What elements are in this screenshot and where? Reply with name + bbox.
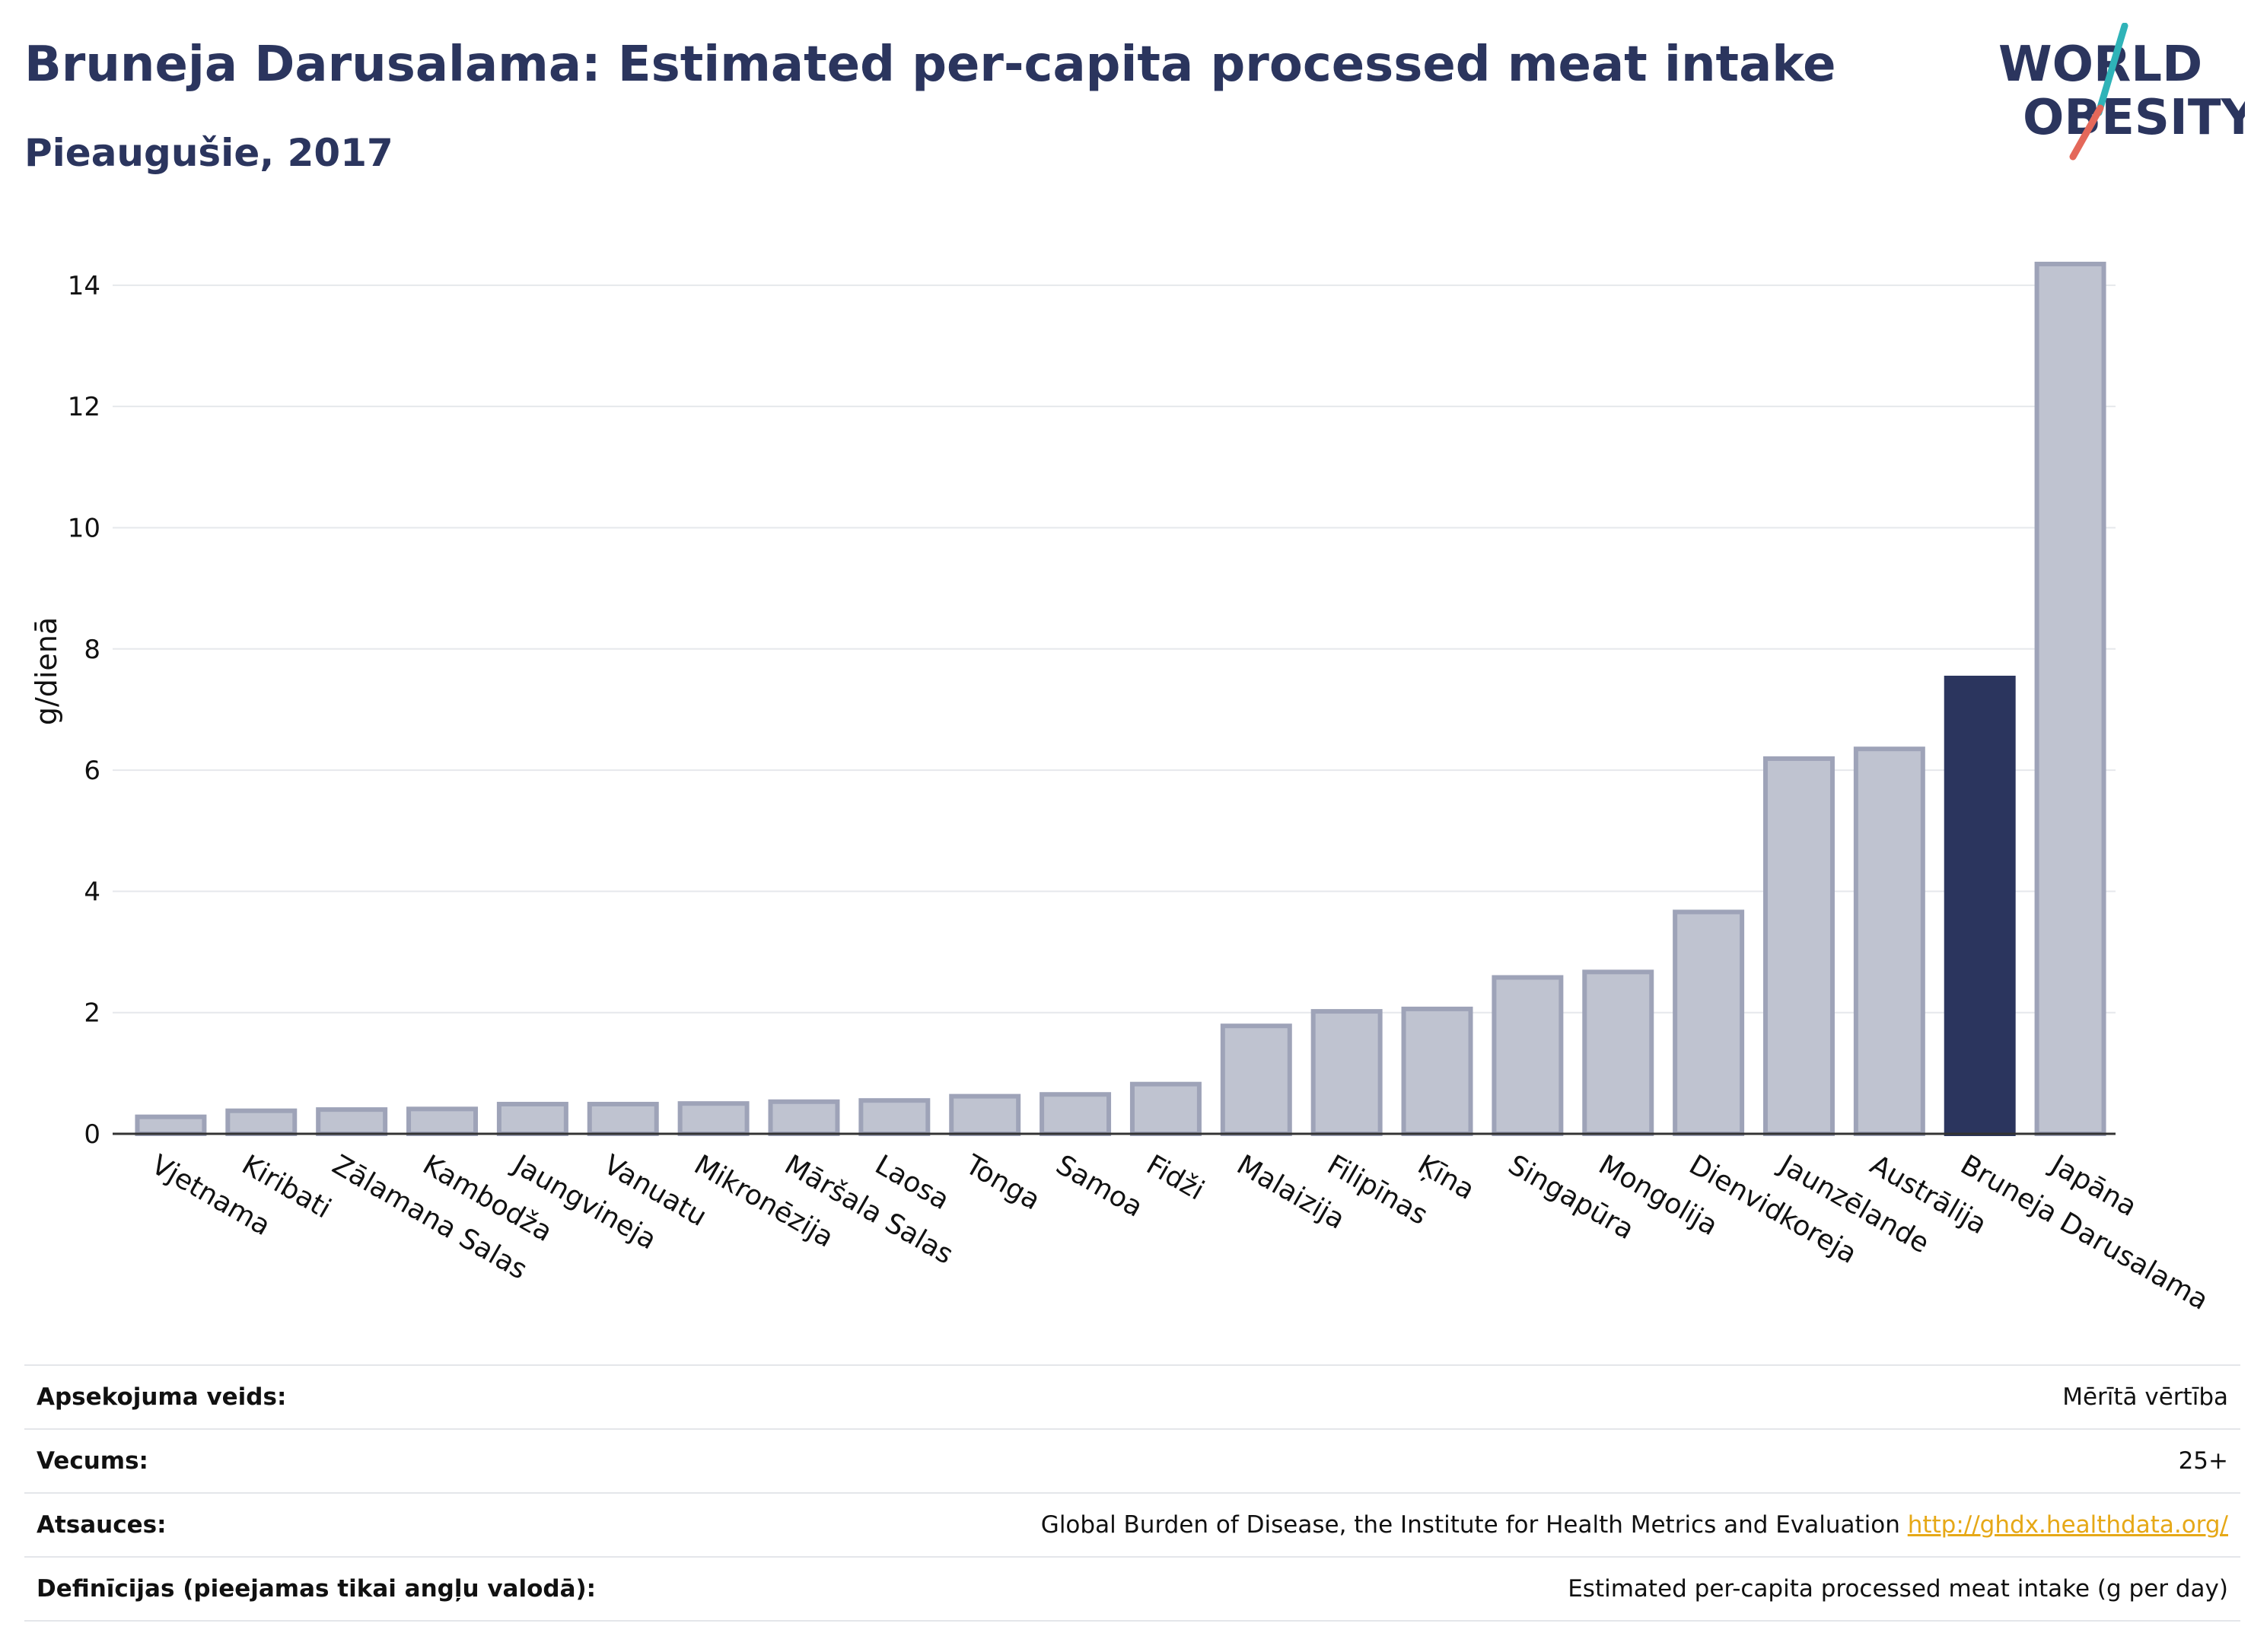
info-label: Vecums: bbox=[37, 1447, 148, 1475]
bar-5 bbox=[587, 1101, 659, 1137]
bar-7 bbox=[768, 1099, 840, 1136]
bar-13 bbox=[1310, 1009, 1383, 1136]
bar-16 bbox=[1582, 969, 1654, 1136]
bar-10 bbox=[1040, 1092, 1112, 1136]
y-tick-label: 10 bbox=[68, 513, 100, 543]
info-label: Definīcijas (pieejamas tikai angļu valod… bbox=[37, 1575, 597, 1603]
info-value-text: 25+ bbox=[2178, 1447, 2228, 1475]
y-tick-label: 8 bbox=[84, 635, 100, 665]
y-tick-label: 14 bbox=[68, 271, 100, 301]
chart-subtitle: Pieaugušie, 2017 bbox=[24, 131, 393, 175]
info-table: Apsekojuma veids: Mērītā vērtība Vecums: 25… bbox=[24, 1364, 2240, 1622]
source-link[interactable]: http://ghdx.healthdata.org/ bbox=[1907, 1511, 2228, 1539]
info-row: Atsauces: Global Burden of Disease, the I… bbox=[24, 1492, 2240, 1556]
bar-14 bbox=[1401, 1006, 1473, 1137]
info-row: Apsekojuma veids: Mērītā vērtība bbox=[24, 1364, 2240, 1428]
bar-19 bbox=[1853, 746, 1925, 1136]
bar-18 bbox=[1762, 756, 1835, 1137]
y-tick-label: 6 bbox=[84, 756, 100, 786]
logo-text-world: WORLD bbox=[1998, 37, 2202, 93]
bar-6 bbox=[677, 1101, 750, 1136]
bar-9 bbox=[949, 1093, 1021, 1136]
bars bbox=[135, 261, 2106, 1137]
info-value: Mērītā vērtība bbox=[2062, 1383, 2240, 1411]
y-tick-label: 0 bbox=[84, 1119, 100, 1150]
bar-8 bbox=[858, 1098, 931, 1137]
y-tick-label: 2 bbox=[84, 998, 100, 1029]
info-row: Vecums: 25+ bbox=[24, 1428, 2240, 1492]
info-label: Apsekojuma veids: bbox=[37, 1383, 287, 1411]
bar-1 bbox=[225, 1108, 298, 1137]
bar-4 bbox=[496, 1101, 568, 1137]
y-axis-label: g/dienā bbox=[30, 617, 63, 725]
bar-3 bbox=[406, 1106, 479, 1137]
y-tick-label: 4 bbox=[84, 877, 100, 907]
info-value: Estimated per-capita processed meat inta… bbox=[1568, 1575, 2240, 1603]
logo-slash-teal bbox=[2095, 23, 2128, 116]
info-value: 25+ bbox=[2179, 1447, 2240, 1475]
bar-20 bbox=[1944, 675, 2016, 1136]
bar-0 bbox=[135, 1114, 207, 1136]
bar-2 bbox=[316, 1107, 388, 1137]
x-tick-label: Tonga bbox=[960, 1149, 1046, 1217]
bar-17 bbox=[1673, 909, 1745, 1136]
chart-title: Bruneja Darusalama: Estimated per-capita… bbox=[24, 37, 1836, 93]
x-tick-label: Samoa bbox=[1051, 1149, 1148, 1224]
info-value: Global Burden of Disease, the Institute … bbox=[1041, 1511, 2240, 1539]
x-tick-label: Fidži bbox=[1141, 1149, 1209, 1206]
logo-slash-coral bbox=[2069, 104, 2104, 161]
info-row: Definīcijas (pieejamas tikai angļu valod… bbox=[24, 1556, 2240, 1622]
bar-15 bbox=[1492, 975, 1564, 1136]
info-value-text: Estimated per-capita processed meat inta… bbox=[1568, 1575, 2228, 1603]
info-value-text: Global Burden of Disease, the Institute … bbox=[1040, 1511, 1900, 1539]
info-label: Atsauces: bbox=[37, 1511, 167, 1539]
bar-12 bbox=[1220, 1023, 1292, 1136]
info-value-text: Mērītā vērtība bbox=[2062, 1383, 2228, 1411]
y-tick-labels: 0 2 4 6 8 10 12 14 bbox=[68, 271, 100, 1150]
bar-21 bbox=[2034, 261, 2106, 1137]
logo-text-obesity: OBESITY bbox=[2023, 90, 2245, 146]
world-obesity-logo: WORLD OBESITY bbox=[1998, 23, 2245, 161]
bar-11 bbox=[1129, 1081, 1202, 1136]
y-tick-label: 12 bbox=[68, 392, 100, 422]
